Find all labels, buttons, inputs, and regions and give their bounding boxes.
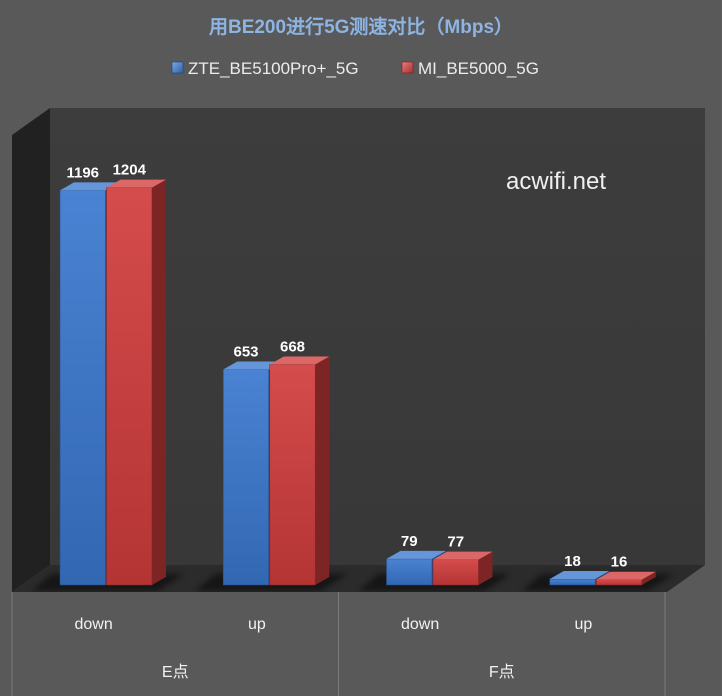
watermark: acwifi.net <box>506 168 606 195</box>
category-label: up <box>248 616 266 633</box>
bar-side <box>315 356 330 585</box>
legend-marker <box>171 61 184 74</box>
bar <box>595 571 656 586</box>
bar-front <box>106 187 153 586</box>
category-bar-group <box>222 356 330 586</box>
legend-label: MI_BE5000_5G <box>418 59 539 78</box>
legend-label: ZTE_BE5100Pro+_5G <box>188 59 359 78</box>
left-wall <box>12 108 50 592</box>
chart-title: 用BE200进行5G测速对比（Mbps） <box>209 15 513 38</box>
bar-top <box>433 551 493 560</box>
bar-front <box>59 190 106 586</box>
data-label: 668 <box>280 339 305 356</box>
category-label: down <box>401 616 439 633</box>
data-label: 653 <box>233 344 258 361</box>
bar-top <box>596 571 656 580</box>
bar <box>432 551 493 586</box>
data-labels: 1196 1204 653 668 79 77 18 16 <box>66 162 627 571</box>
category-bar-group <box>59 179 166 586</box>
bar-side <box>152 179 166 585</box>
group-labels: E点 F点 <box>162 663 515 681</box>
bar-top <box>106 179 166 188</box>
bar-front <box>549 578 596 586</box>
data-label: 16 <box>611 554 628 571</box>
bar-top <box>60 182 120 191</box>
category-label: down <box>75 616 113 633</box>
group-label: E点 <box>162 663 189 681</box>
bar <box>269 356 330 586</box>
bar-top <box>386 550 446 559</box>
bars <box>59 179 656 586</box>
bar-top <box>549 571 610 580</box>
legend-item-zte: ZTE_BE5100Pro+_5G <box>171 59 359 78</box>
bar-front <box>432 559 479 586</box>
category-labels: down up down up <box>75 616 593 633</box>
bar-front <box>222 369 270 586</box>
bar-top <box>269 356 330 365</box>
bar <box>106 179 166 586</box>
bar-top <box>223 361 283 370</box>
data-label: 18 <box>564 553 581 570</box>
back-wall <box>50 108 705 565</box>
data-label: 79 <box>401 533 418 550</box>
bar-front <box>269 364 316 586</box>
bar-front <box>386 558 433 586</box>
data-label: 1196 <box>66 164 99 181</box>
category-bar-group <box>386 550 493 586</box>
bar-front <box>595 579 643 586</box>
bar-side <box>478 551 493 585</box>
data-label: 1204 <box>113 162 147 179</box>
category-axis: down up down up E点 F点 <box>11 592 666 696</box>
legend: ZTE_BE5100Pro+_5G MI_BE5000_5G <box>171 59 539 78</box>
category-label: up <box>574 616 592 633</box>
legend-marker <box>401 61 414 74</box>
category-bar-group <box>549 571 656 586</box>
bar-side <box>641 571 656 585</box>
group-label: F点 <box>489 663 515 681</box>
data-label: 77 <box>447 534 464 551</box>
legend-item-mi: MI_BE5000_5G <box>401 59 539 78</box>
